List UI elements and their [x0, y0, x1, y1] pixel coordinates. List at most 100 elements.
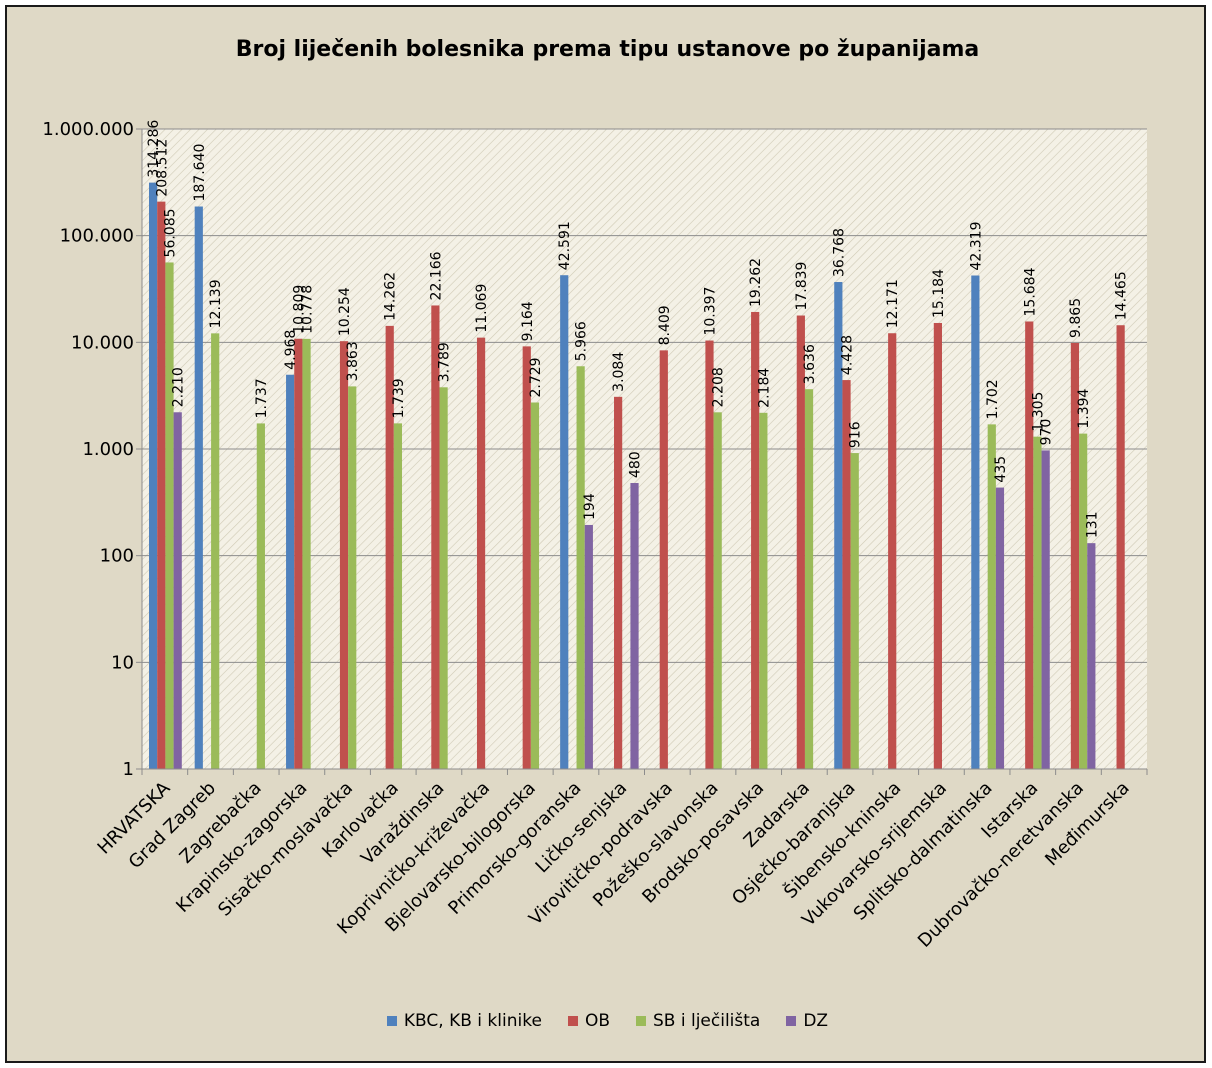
- data-label: 2.184: [756, 368, 772, 408]
- data-label: 194: [582, 493, 598, 520]
- bar-2-16: [842, 380, 851, 769]
- data-label: 8.409: [657, 305, 673, 345]
- bar-2-7: [431, 305, 440, 769]
- bar-2-6: [385, 325, 394, 769]
- bar-2-4: [294, 338, 303, 769]
- bar-4-21: [1087, 543, 1096, 769]
- bar-2-11: [614, 396, 623, 769]
- legend-label: DZ: [803, 1011, 829, 1031]
- bar-2-18: [933, 322, 942, 769]
- bar-1-19: [971, 275, 980, 769]
- bar-4-20: [1041, 450, 1050, 769]
- bar-3-1: [165, 262, 174, 769]
- data-label: 2.210: [171, 367, 187, 407]
- bar-3-4: [302, 338, 311, 769]
- chart-legend: KBC, KB i klinike OB SB i lječilišta DZ: [7, 1011, 1208, 1031]
- data-label: 17.839: [794, 262, 810, 311]
- data-label: 11.069: [474, 284, 490, 333]
- legend-item: DZ: [786, 1011, 828, 1031]
- legend-swatch: [567, 1016, 578, 1026]
- bar-2-5: [339, 341, 349, 769]
- bar-4-10: [584, 524, 593, 769]
- data-label: 1.737: [254, 378, 270, 418]
- data-label: 3.636: [802, 344, 818, 384]
- data-label: 1.305: [1030, 392, 1046, 432]
- bar-3-14: [759, 412, 768, 769]
- legend-label: KBC, KB i klinike: [403, 1011, 542, 1031]
- bar-3-19: [987, 424, 996, 769]
- y-tick-label: 10: [111, 652, 134, 673]
- bar-3-2: [211, 333, 220, 769]
- chart-title: Broj liječenih bolesnika prema tipu usta…: [235, 37, 980, 62]
- bar-3-20: [1033, 436, 1042, 769]
- data-label: 480: [628, 451, 644, 478]
- bar-2-14: [751, 311, 760, 769]
- bar-3-6: [393, 423, 403, 769]
- data-label: 10.397: [702, 287, 718, 336]
- data-label: 3.084: [611, 352, 627, 392]
- data-label: 36.768: [831, 228, 847, 277]
- bar-2-9: [522, 346, 531, 769]
- data-label: 42.319: [968, 222, 984, 271]
- data-label: 2.208: [711, 367, 727, 407]
- bar-2-8: [476, 337, 486, 769]
- data-label: 916: [848, 421, 864, 448]
- y-tick-label: 1.000: [82, 439, 134, 460]
- data-label: 208.512: [154, 139, 170, 197]
- data-label: 1.739: [391, 378, 407, 418]
- data-label: 435: [993, 456, 1009, 483]
- bar-2-12: [659, 350, 668, 769]
- bar-3-3: [256, 423, 265, 769]
- bar-2-1: [157, 201, 166, 769]
- data-label: 5.966: [574, 321, 590, 361]
- legend-label: SB i lječilišta: [652, 1011, 761, 1031]
- data-label: 4.968: [283, 330, 299, 370]
- legend-label: OB: [584, 1011, 610, 1031]
- data-label: 187.640: [192, 144, 208, 202]
- data-label: 12.139: [208, 279, 224, 328]
- bar-3-7: [439, 387, 448, 769]
- y-tick-label: 1: [123, 759, 134, 780]
- bar-4-1: [173, 412, 182, 769]
- bar-3-16: [850, 453, 859, 769]
- data-label: 10.254: [337, 287, 353, 336]
- y-tick-label: 100: [100, 546, 134, 567]
- bar-3-5: [348, 386, 357, 769]
- data-label: 19.262: [748, 258, 764, 307]
- bar-2-17: [888, 333, 897, 769]
- legend-swatch: [786, 1016, 797, 1026]
- bar-3-15: [804, 389, 814, 769]
- legend-swatch: [386, 1016, 397, 1026]
- bar-4-11: [630, 483, 639, 769]
- y-tick-label: 1.000.000: [42, 119, 134, 140]
- data-label: 314.286: [146, 120, 162, 178]
- bar-1-1: [149, 182, 158, 770]
- data-label: 1.702: [985, 379, 1001, 419]
- data-label: 14.262: [383, 272, 399, 321]
- data-label: 56.085: [163, 208, 179, 257]
- bar-2-13: [705, 340, 714, 769]
- data-label: 15.184: [931, 269, 947, 318]
- legend-item: KBC, KB i klinike: [386, 1011, 542, 1031]
- y-tick-label: 10.000: [71, 332, 134, 353]
- bar-1-10: [560, 275, 569, 769]
- data-label: 10.778: [300, 285, 316, 334]
- bar-4-19: [995, 487, 1005, 769]
- bar-2-15: [796, 315, 805, 769]
- bar-2-20: [1025, 321, 1034, 769]
- data-label: 9.164: [520, 301, 536, 341]
- data-label: 15.684: [1022, 267, 1038, 316]
- data-label: 3.863: [345, 341, 361, 381]
- bar-3-21: [1079, 433, 1088, 769]
- data-label: 10.809: [291, 285, 307, 334]
- legend-item: SB i lječilišta: [635, 1011, 761, 1031]
- data-label: 22.166: [428, 251, 444, 300]
- bar-2-21: [1070, 342, 1080, 769]
- data-label: 3.789: [437, 342, 453, 382]
- y-tick-label: 100.000: [60, 226, 134, 247]
- data-label: 970: [1039, 419, 1055, 446]
- data-label: 4.428: [840, 335, 856, 375]
- bar-1-2: [194, 206, 203, 769]
- data-label: 14.465: [1114, 271, 1130, 320]
